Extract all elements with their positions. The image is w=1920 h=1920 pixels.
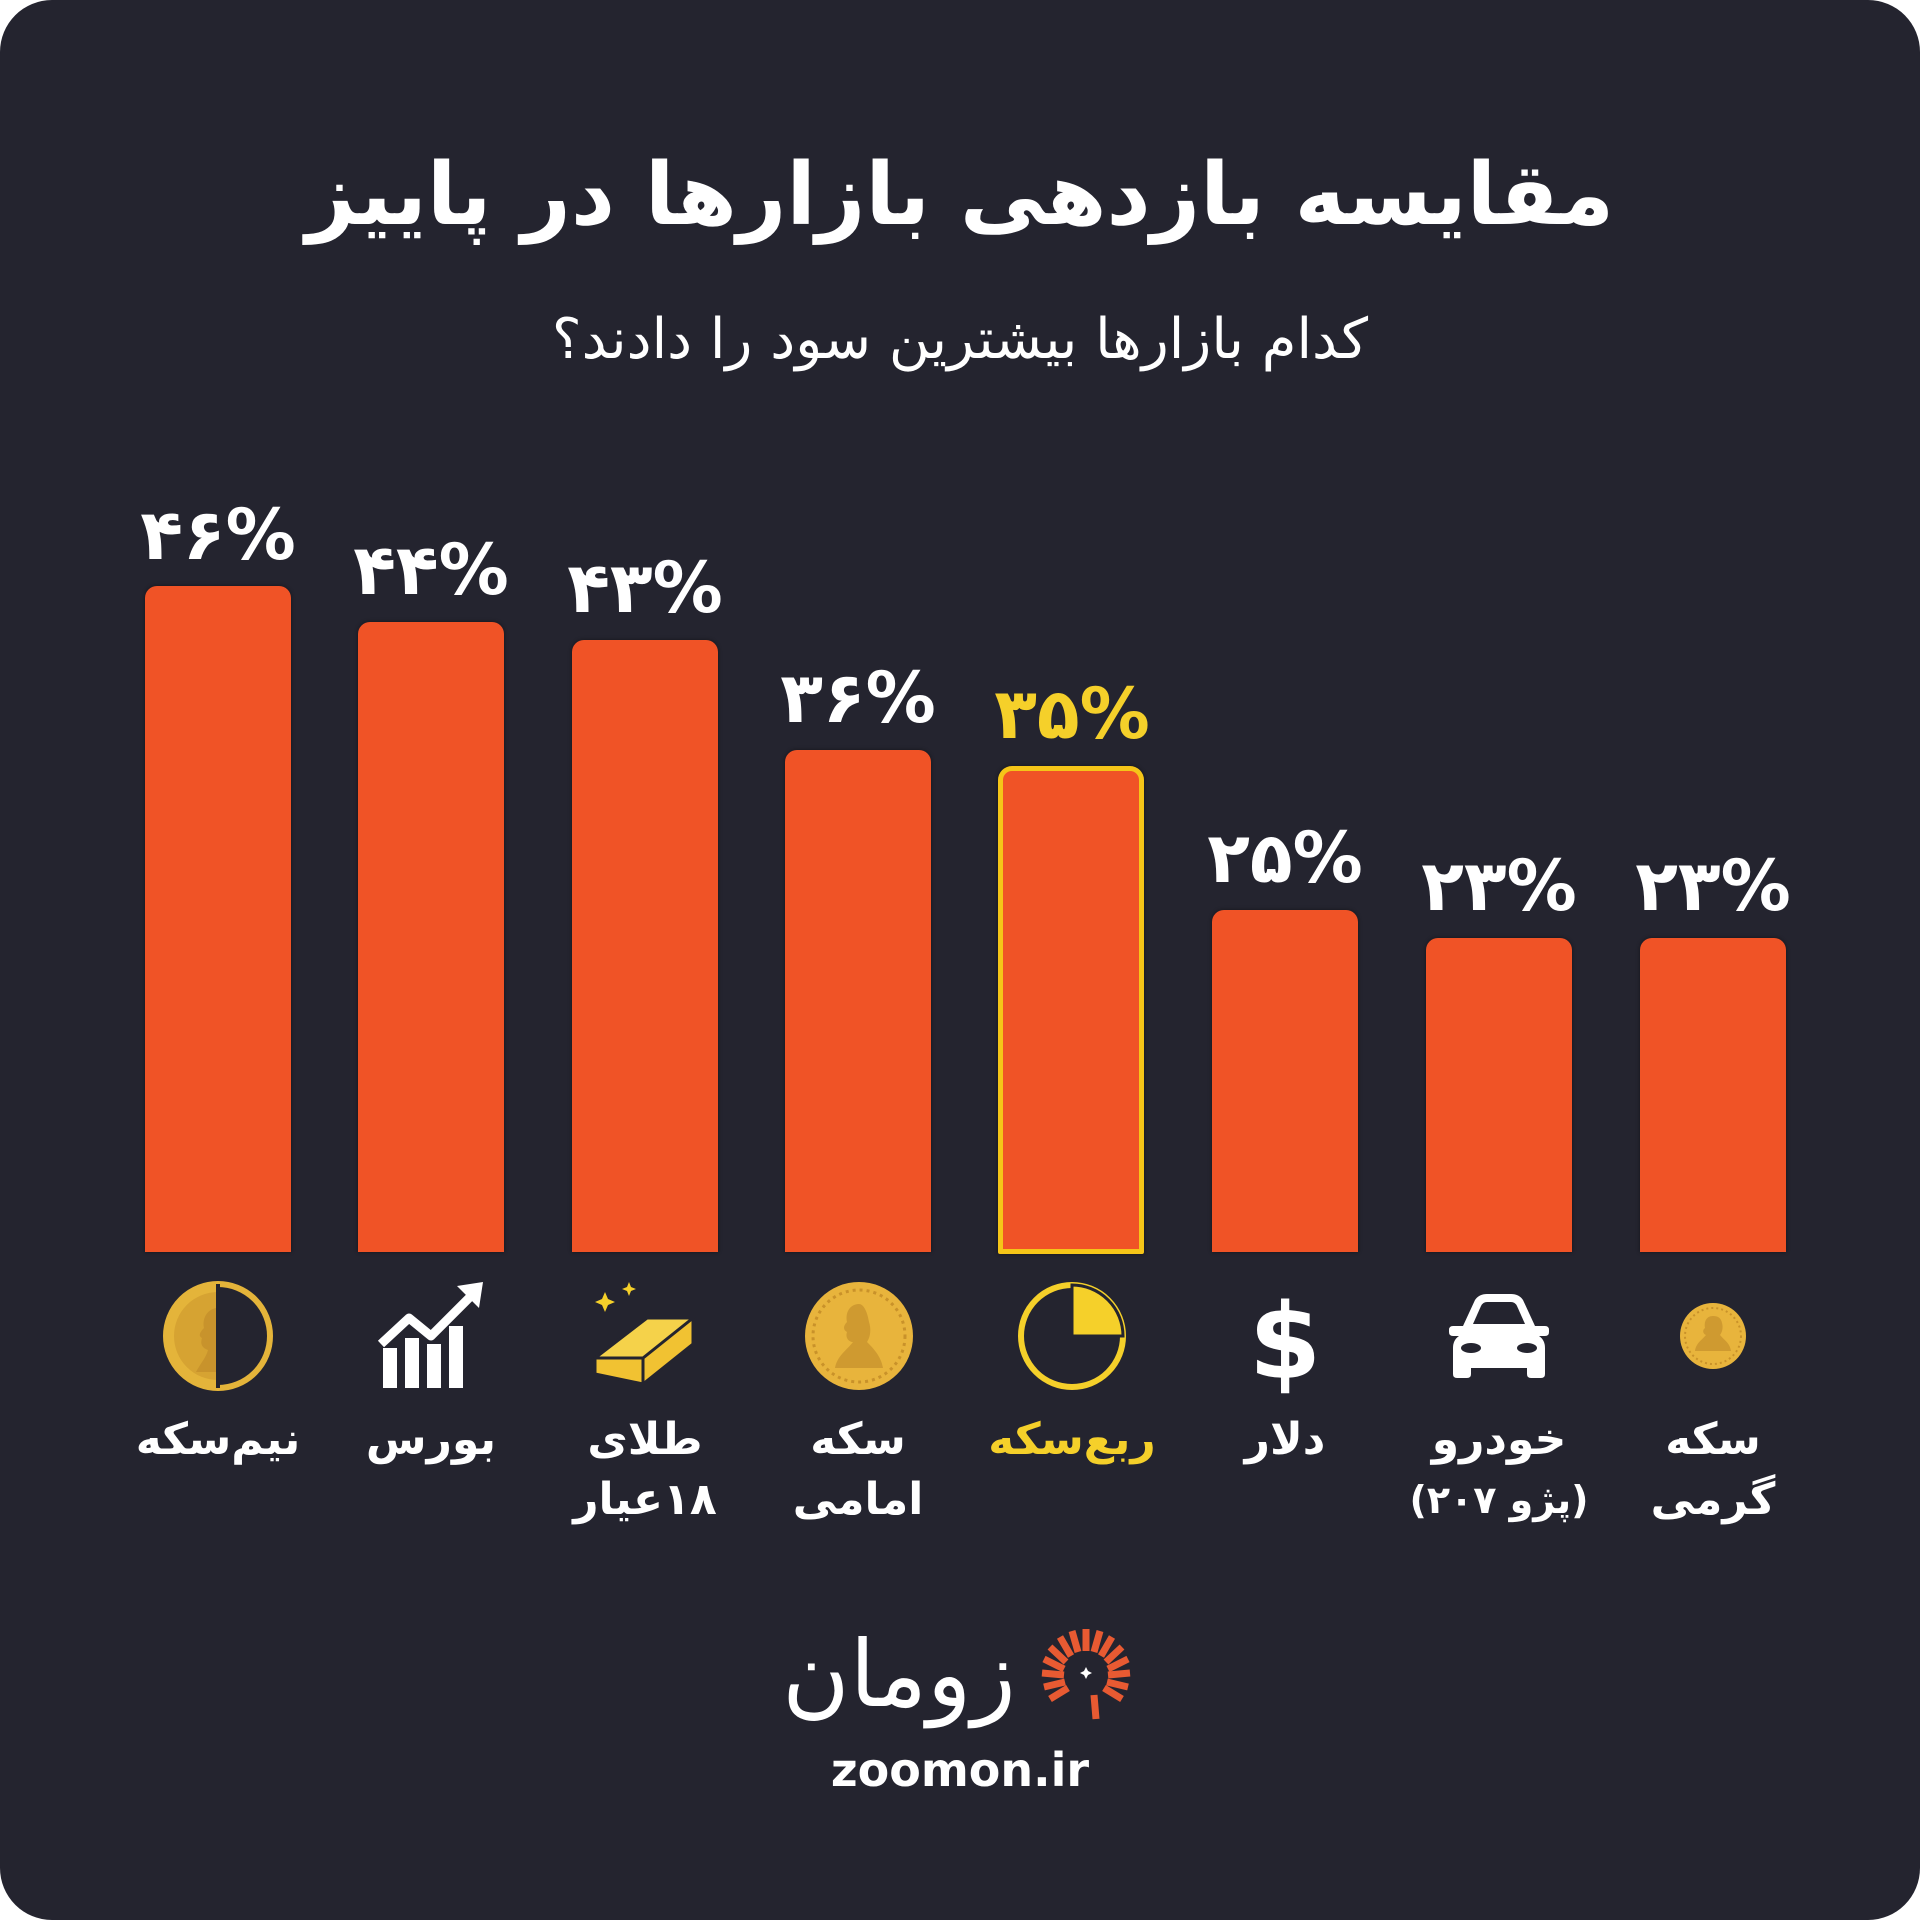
category-label: دلار [1175,1410,1395,1470]
quarter-coin-icon [1012,1276,1132,1396]
car-icon [1439,1276,1559,1396]
category-label: سکه گرمی [1603,1410,1823,1530]
value-label-highlighted: ۳۵% [994,673,1150,755]
label-line2: گرمی [1650,1474,1776,1525]
value-label: ۲۵% [1207,817,1363,899]
category-label: سکه امامی [748,1410,968,1530]
category-label: بورس [321,1410,541,1470]
bar-stock-market [358,622,504,1252]
chart-title: مقایسه بازدهی بازارها در پاییز [305,145,1615,245]
category-label: خودرو (پژو ۲۰۷) [1389,1410,1609,1530]
category-label: نیم‌سکه [108,1410,328,1470]
small-coin-icon [1653,1276,1773,1396]
bar-dollar [1212,910,1358,1252]
bar-gold-18k [572,640,718,1252]
label-line1: دلار [1244,1414,1326,1465]
label-line1: سکه [810,1414,906,1465]
label-line2: (پژو ۲۰۷) [1409,1478,1589,1522]
value-label: ۲۳% [1421,845,1577,927]
svg-text:$: $ [1249,1281,1321,1394]
half-coin-icon [158,1276,278,1396]
value-label: ۴۴% [353,529,509,611]
value-label: ۴۶% [140,494,296,576]
value-label: ۴۳% [567,547,723,629]
category-label-highlighted: ربع‌سکه [962,1410,1182,1470]
label-line1: ربع‌سکه [988,1414,1156,1465]
label-line1: خودرو [1431,1414,1567,1465]
label-line2: ۱۸عیار [573,1474,717,1525]
bar-gram-coin [1640,938,1786,1252]
chart-subtitle: کدام بازارها بیشترین سود را دادند؟ [551,307,1369,372]
label-line2: امامی [792,1474,924,1525]
logo-mark-icon [1034,1621,1138,1729]
dollar-icon: $ [1225,1276,1345,1396]
bar-quarter-coin-highlighted [998,766,1144,1254]
logo-wordmark: زومان [782,1621,1016,1728]
label-line1: سکه [1665,1414,1761,1465]
category-label: طلای ۱۸عیار [535,1410,755,1530]
value-label: ۲۳% [1635,845,1791,927]
website-url[interactable]: zoomon.ir [830,1743,1090,1797]
label-line1: نیم‌سکه [135,1414,301,1465]
value-label: ۳۶% [780,657,936,739]
bar-car [1426,938,1572,1252]
bar-half-coin [145,586,291,1252]
label-line1: طلای [587,1414,703,1465]
gold-bar-icon [585,1276,705,1396]
stock-chart-icon [371,1276,491,1396]
gold-coin-icon [799,1276,919,1396]
bar-emami-coin [785,750,931,1252]
brand-logo: زومان [750,1615,1170,1735]
label-line1: بورس [365,1414,497,1465]
